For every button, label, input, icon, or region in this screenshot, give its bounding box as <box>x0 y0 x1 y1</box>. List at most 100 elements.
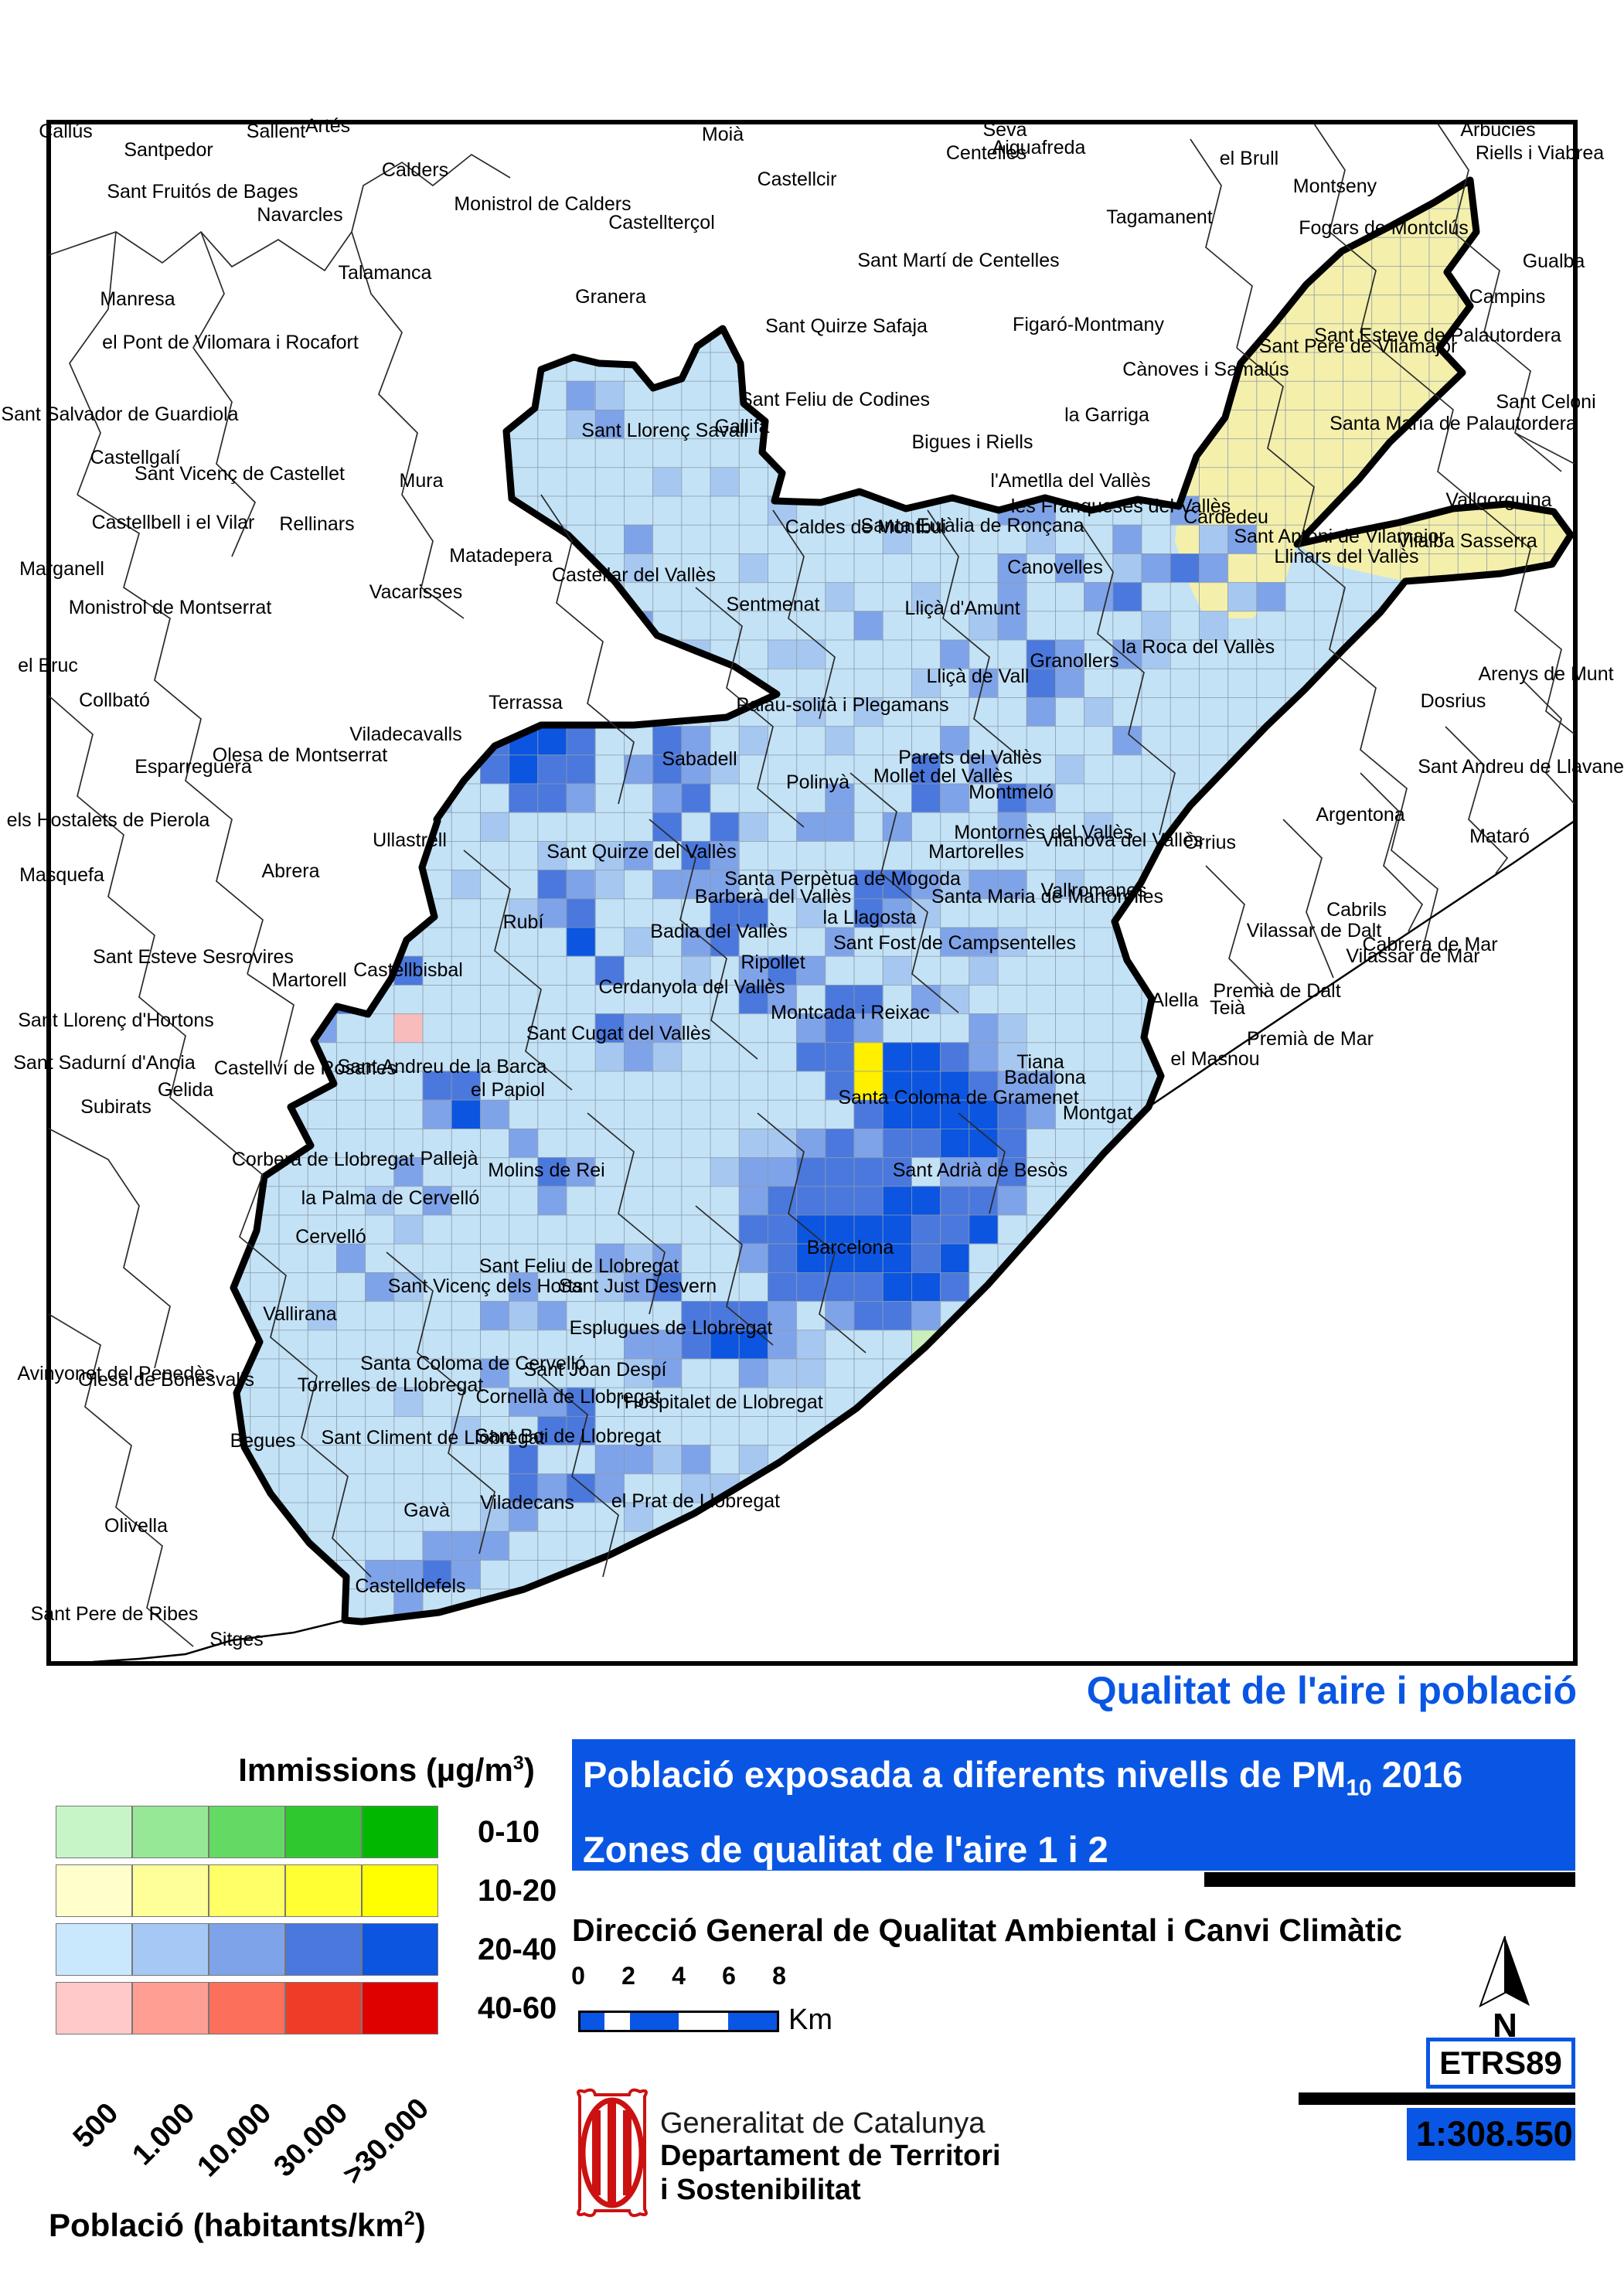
legend-swatch <box>132 1806 209 1858</box>
map-label: Sant Vicenç de Castellet <box>134 463 345 485</box>
map-label: Sant Fost de Campsentelles <box>833 932 1076 954</box>
map-label: Begues <box>230 1430 296 1452</box>
legend-swatch <box>56 1982 132 2035</box>
scalebar-tick-0: 0 <box>571 1962 585 1990</box>
legend-swatch <box>56 1864 132 1917</box>
map-label: Riells i Viabrea <box>1476 142 1604 164</box>
map-label: Collbató <box>79 690 150 711</box>
map-label: Sant Llorenç Savall <box>581 420 747 441</box>
map-label: Matadepera <box>449 545 553 567</box>
map-label: Olivella <box>104 1515 168 1537</box>
map-label: Argentona <box>1316 804 1404 826</box>
map-label: Campins <box>1469 286 1546 308</box>
map-label: Sant Antoni de Vilamajor <box>1234 526 1445 547</box>
map-label: el Papiol <box>471 1079 545 1101</box>
map-label: Gallifa <box>715 416 770 438</box>
map-label: Gavà <box>403 1500 450 1521</box>
map-label: Artés <box>305 115 350 137</box>
map-label: Santpedor <box>124 139 213 161</box>
map-label: les Franqueses del Vallès <box>1011 495 1231 517</box>
map-label: Sant Fruitós de Bages <box>107 181 298 203</box>
map-label: Avinyonet del Penedès <box>17 1363 214 1384</box>
map-label: l'Ametlla del Vallès <box>990 470 1150 492</box>
scalebar-unit: Km <box>788 2004 832 2036</box>
map-label: Granera <box>575 286 646 308</box>
map-label: Monistrol de Calders <box>454 193 631 215</box>
map-label: Tagamanent <box>1106 206 1213 228</box>
map-label: Sant Andreu de la Barca <box>337 1056 546 1078</box>
map-label: Parets del Vallès <box>898 747 1042 768</box>
map-label: Figaró-Montmany <box>1013 314 1164 335</box>
banner-shadow-bar <box>1204 1872 1575 1887</box>
legend-swatch <box>56 1806 132 1858</box>
map-label: Seva <box>983 119 1027 141</box>
map-label: Sant Just Desvern <box>559 1275 717 1297</box>
map-label: Sant Pere de Vilamajor <box>1259 335 1458 357</box>
map-label: el Brull <box>1220 148 1278 169</box>
legend-row-label: 40-60 <box>478 1991 557 2025</box>
map-label: Subirats <box>80 1096 152 1118</box>
org-department-line2: i Sostenibilitat <box>660 2174 861 2206</box>
map-label: Montornès del Vallès <box>954 822 1133 843</box>
map-label: Sant Quirze del Vallès <box>546 841 737 863</box>
map-label: Moià <box>702 124 744 145</box>
map-label: Aiguafreda <box>992 137 1086 158</box>
map-label: Calders <box>382 159 448 181</box>
map-label: el Pont de Vilomara i Rocafort <box>102 332 359 353</box>
legend-row-label: 10-20 <box>478 1874 557 1908</box>
map-label: Fogars de Montclús <box>1299 217 1469 239</box>
legend-swatch <box>362 1923 438 1976</box>
map-label: Cerdanyola del Vallès <box>598 976 785 998</box>
map-label: Dosrius <box>1421 690 1486 712</box>
scalebar-tick-6: 6 <box>722 1962 736 1990</box>
map-label: Alella <box>1151 989 1198 1011</box>
map-label: Sant Celoni <box>1496 391 1595 413</box>
map-label: Gelida <box>158 1079 213 1101</box>
map-label: Sant Andreu de Llavaneres <box>1418 756 1624 778</box>
banner-line2: Zones de qualitat de l'aire 1 i 2 <box>583 1829 1108 1871</box>
map-label: Santa Perpètua de Mogoda <box>724 868 961 890</box>
map-label: Castellar del Vallès <box>552 564 716 586</box>
map-label: Badalona <box>1004 1067 1086 1088</box>
map-label: Sant Esteve Sesrovires <box>93 946 294 968</box>
legend-row-label: 0-10 <box>478 1815 540 1849</box>
map-label: Talamanca <box>339 262 432 284</box>
legend-swatch <box>209 1982 285 2035</box>
legend-swatch <box>285 1864 362 1917</box>
banner-title: Població exposada a diferents nivells de… <box>572 1739 1575 1871</box>
map-label: Castellgalí <box>90 447 181 468</box>
map-label: Monistrol de Montserrat <box>69 597 272 618</box>
scale-ratio-box: 1:308.550 <box>1407 2108 1575 2161</box>
map-label: Palau-solità i Plegamans <box>736 694 948 716</box>
map-label: Premià de Mar <box>1247 1028 1374 1050</box>
department-title: Direcció General de Qualitat Ambiental i… <box>572 1912 1402 1948</box>
map-label: Sant Pere de Ribes <box>31 1603 199 1625</box>
scalebar-tick-8: 8 <box>772 1962 786 1990</box>
legend-swatch <box>362 1982 438 2035</box>
map-label: Esplugues de Llobregat <box>570 1317 773 1339</box>
map-labels: Callús Santpedor Sallent Artés Sant Fruitós … <box>1 115 1624 1650</box>
map-label: Barberà del Vallès <box>695 886 851 907</box>
map-label: Vacarisses <box>369 581 462 603</box>
map-label: Òrrius <box>1183 831 1236 853</box>
map-label: Mollet del Vallès <box>873 765 1013 787</box>
legend-swatch <box>285 1923 362 1976</box>
map-label: Sant Quirze Safaja <box>765 315 928 337</box>
map-label: Lliçà de Vall <box>927 666 1030 687</box>
map-label: Premià de Dalt <box>1213 980 1340 1002</box>
map-label: Santa Maria de Palautordera <box>1330 413 1577 434</box>
map-label: Castelldefels <box>355 1575 465 1597</box>
map-label: Cànoves i Samalús <box>1122 359 1289 380</box>
map-label: Sant Climent de Llobregat <box>321 1427 544 1449</box>
legend-swatch <box>209 1864 285 1917</box>
north-arrow-icon <box>1479 1936 1530 2008</box>
map-label: Esparreguera <box>134 756 252 778</box>
map-label: Sant Feliu de Llobregat <box>479 1255 679 1277</box>
map-label: Ullastrell <box>373 829 447 851</box>
legend-title: Immissions (µg/m3) <box>238 1752 535 1788</box>
map-label: Castellterçol <box>608 212 715 233</box>
legend-swatch <box>362 1864 438 1917</box>
map-label: Cardedeu <box>1183 506 1268 528</box>
